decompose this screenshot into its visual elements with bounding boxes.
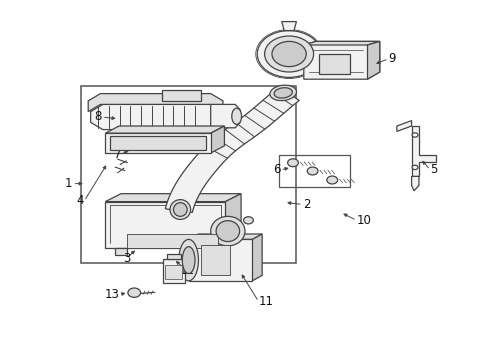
Polygon shape	[189, 234, 262, 239]
Polygon shape	[105, 194, 241, 202]
Bar	[279, 155, 350, 187]
Polygon shape	[304, 41, 380, 45]
Ellipse shape	[173, 203, 187, 216]
Polygon shape	[225, 194, 241, 248]
Text: 7: 7	[114, 148, 121, 161]
Polygon shape	[412, 176, 419, 191]
Text: 3: 3	[122, 252, 130, 265]
Text: 12: 12	[180, 264, 195, 277]
Text: 5: 5	[430, 163, 438, 176]
Text: 6: 6	[273, 163, 280, 176]
Text: 11: 11	[259, 295, 274, 308]
Bar	[201, 245, 230, 275]
Text: 10: 10	[357, 214, 371, 227]
Circle shape	[257, 31, 321, 77]
Bar	[189, 239, 252, 281]
Bar	[115, 248, 127, 255]
Bar	[165, 265, 182, 279]
Circle shape	[128, 288, 141, 297]
Ellipse shape	[179, 239, 198, 281]
Polygon shape	[88, 94, 223, 112]
Polygon shape	[105, 126, 224, 133]
Ellipse shape	[182, 247, 195, 274]
Ellipse shape	[270, 85, 296, 100]
Circle shape	[412, 165, 418, 170]
Circle shape	[265, 36, 314, 72]
Text: 2: 2	[303, 198, 310, 211]
Text: 9: 9	[389, 52, 396, 65]
Polygon shape	[368, 41, 380, 79]
Polygon shape	[397, 121, 412, 131]
Text: 13: 13	[104, 288, 119, 301]
Bar	[318, 54, 350, 74]
Bar	[211, 248, 223, 255]
Polygon shape	[412, 126, 436, 176]
Text: 8: 8	[95, 111, 102, 123]
Ellipse shape	[170, 199, 191, 220]
Circle shape	[288, 159, 298, 167]
Circle shape	[412, 133, 418, 137]
Polygon shape	[282, 22, 296, 31]
Circle shape	[244, 217, 253, 224]
Bar	[167, 254, 181, 259]
Polygon shape	[211, 104, 240, 128]
Polygon shape	[211, 126, 224, 153]
Text: 1: 1	[65, 177, 73, 190]
Ellipse shape	[274, 88, 293, 98]
Polygon shape	[252, 234, 262, 281]
Polygon shape	[304, 41, 380, 79]
Polygon shape	[127, 234, 218, 248]
Polygon shape	[165, 87, 299, 212]
Circle shape	[272, 41, 306, 67]
Polygon shape	[91, 104, 223, 130]
Bar	[105, 133, 211, 153]
Bar	[110, 136, 206, 150]
Circle shape	[307, 167, 318, 175]
Bar	[162, 90, 201, 101]
Bar	[81, 86, 296, 263]
Ellipse shape	[232, 108, 242, 124]
Text: 4: 4	[77, 194, 84, 207]
Circle shape	[327, 176, 338, 184]
Bar	[163, 259, 185, 283]
Ellipse shape	[211, 216, 245, 246]
Bar	[105, 202, 225, 248]
Ellipse shape	[216, 221, 240, 242]
